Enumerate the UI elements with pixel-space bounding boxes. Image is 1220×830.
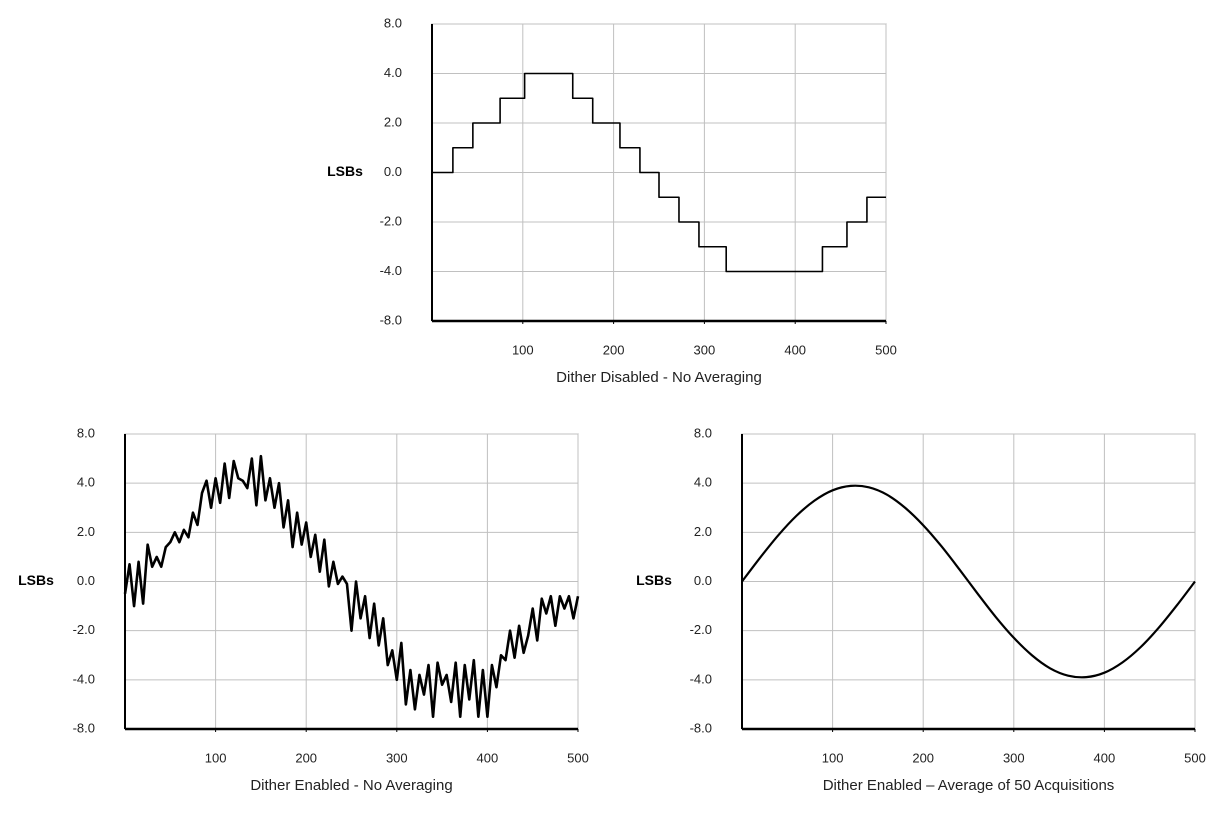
y-tick-label: 2.0 [77,524,95,539]
y-tick-label: 0.0 [384,164,402,179]
x-tick-label: 500 [567,750,589,765]
x-tick-label: 300 [694,342,716,357]
x-tick-label: 400 [1094,750,1116,765]
y-tick-label: -8.0 [73,720,95,735]
x-tick-label: 300 [1003,750,1025,765]
y-tick-label: 4.0 [384,65,402,80]
data-line [123,454,580,719]
y-tick-label: 4.0 [77,475,95,490]
y-tick-label: 0.0 [694,573,712,588]
y-tick-label: -8.0 [690,720,712,735]
y-axis-label: LSBs [18,572,54,588]
x-tick-label: 300 [386,750,408,765]
y-tick-label: 8.0 [384,15,402,30]
y-tick-label: 4.0 [694,475,712,490]
y-tick-label: -2.0 [73,622,95,637]
x-tick-label: 500 [1184,750,1206,765]
y-tick-label: 8.0 [694,425,712,440]
data-line [741,484,1196,679]
y-tick-label: -4.0 [380,263,402,278]
x-tick-label: 200 [912,750,934,765]
x-tick-label: 400 [477,750,499,765]
y-tick-label: 2.0 [694,524,712,539]
x-tick-label: 200 [295,750,317,765]
x-tick-label: 100 [822,750,844,765]
x-tick-label: 200 [603,342,625,357]
data-line [432,72,886,273]
y-tick-label: 0.0 [77,573,95,588]
y-axis-label: LSBs [327,163,363,179]
y-tick-label: -2.0 [690,622,712,637]
y-tick-label: -2.0 [380,213,402,228]
y-tick-label: 8.0 [77,425,95,440]
x-tick-label: 500 [875,342,897,357]
y-tick-label: -4.0 [73,671,95,686]
chart-title: Dither Enabled – Average of 50 Acquisiti… [823,777,1115,794]
y-tick-label: -4.0 [690,671,712,686]
chart-title: Dither Disabled - No Averaging [556,369,762,386]
y-axis-label: LSBs [636,572,672,588]
y-tick-label: -8.0 [380,312,402,327]
x-tick-label: 400 [784,342,806,357]
y-tick-label: 2.0 [384,114,402,129]
chart-title: Dither Enabled - No Averaging [250,777,452,794]
x-tick-label: 100 [205,750,227,765]
x-tick-label: 100 [512,342,534,357]
